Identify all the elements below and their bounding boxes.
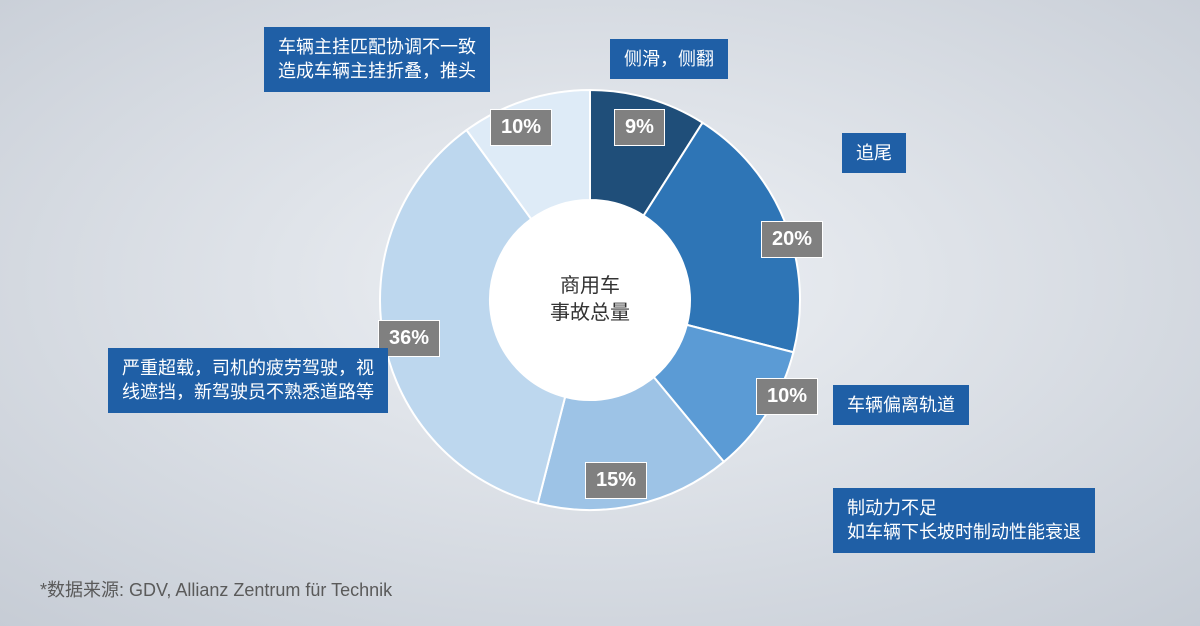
donut-center-hole: [490, 200, 690, 400]
category-label-brake_deficit: 制动力不足 如车辆下长坡时制动性能衰退: [833, 488, 1095, 553]
category-label-mismatch: 车辆主挂匹配协调不一致 造成车辆主挂折叠，推头: [264, 27, 490, 92]
percent-badge-lane_departure: 10%: [756, 378, 818, 415]
chart-stage: 商用车 事故总量 9%20%10%15%36%10%侧滑，侧翻追尾车辆偏离轨道制…: [0, 0, 1200, 626]
category-label-skid_rollover: 侧滑，侧翻: [610, 39, 728, 79]
percent-badge-brake_deficit: 15%: [585, 462, 647, 499]
source-footnote: *数据来源: GDV, Allianz Zentrum für Technik: [40, 576, 392, 602]
percent-badge-skid_rollover: 9%: [614, 109, 665, 146]
category-label-overload_etc: 严重超载，司机的疲劳驾驶，视 线遮挡，新驾驶员不熟悉道路等: [108, 348, 388, 413]
percent-badge-rear_end: 20%: [761, 221, 823, 258]
category-label-rear_end: 追尾: [842, 133, 906, 173]
percent-badge-mismatch: 10%: [490, 109, 552, 146]
category-label-lane_departure: 车辆偏离轨道: [833, 385, 969, 425]
